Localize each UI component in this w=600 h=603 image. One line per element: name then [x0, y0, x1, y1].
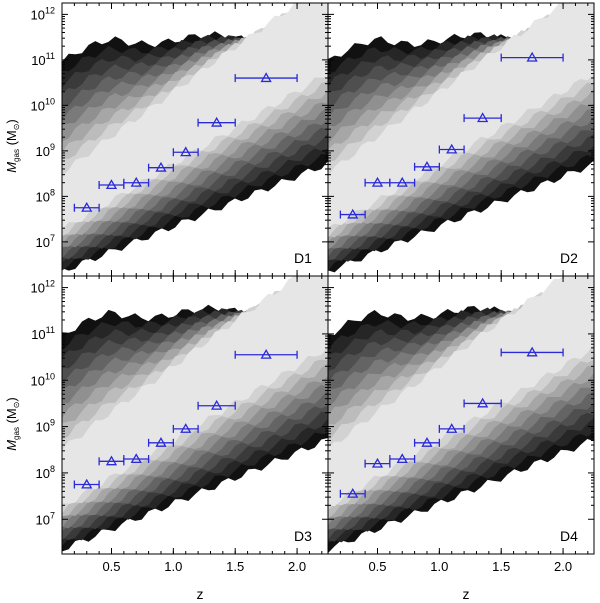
data-point	[123, 176, 150, 187]
data-point	[147, 436, 174, 447]
triangle-marker	[105, 179, 118, 190]
triangle-marker	[81, 478, 93, 489]
triangle-marker	[347, 208, 359, 219]
x-tick-label: 1.5	[226, 559, 244, 574]
triangle-marker	[421, 160, 433, 171]
data-point	[197, 399, 236, 410]
panel-label: D3	[294, 528, 312, 544]
panel-d1	[62, 3, 328, 276]
panel-label: D4	[560, 528, 578, 544]
data-point	[98, 455, 125, 466]
panel-d4	[328, 276, 594, 554]
data-point	[147, 161, 174, 172]
contour-level-11	[62, 276, 328, 504]
triangle-marker	[396, 176, 408, 187]
triangle-marker	[130, 176, 142, 187]
triangle-marker	[130, 453, 142, 464]
panel-d2	[328, 3, 594, 276]
data-point	[438, 423, 465, 433]
y-tick-label: 1011	[31, 51, 55, 68]
triangle-marker	[155, 161, 167, 172]
data-point	[500, 51, 564, 62]
triangle-marker	[477, 397, 489, 408]
triangle-marker	[260, 348, 272, 359]
y-tick-label: 1012	[31, 279, 55, 296]
triangle-marker	[105, 455, 118, 466]
triangle-marker	[180, 423, 192, 433]
data-point	[389, 176, 416, 187]
y-axis-label-top: Mgas (M⊙)	[4, 119, 21, 173]
data-point	[463, 112, 502, 123]
y-tick-label: 109	[36, 142, 55, 159]
x-tick-label: 1.5	[492, 559, 510, 574]
data-point	[234, 348, 298, 359]
triangle-marker	[477, 112, 489, 123]
triangle-marker	[211, 116, 223, 127]
x-axis-label-right: z	[463, 586, 470, 602]
y-tick-label: 107	[36, 510, 55, 527]
x-tick-label: 2.0	[288, 559, 306, 574]
data-point	[413, 160, 440, 171]
triangle-marker	[446, 423, 458, 433]
triangle-marker	[260, 72, 272, 83]
x-tick-label: 2.0	[554, 559, 572, 574]
data-point	[413, 436, 440, 447]
triangle-marker	[81, 201, 93, 212]
data-point	[73, 478, 100, 489]
data-point	[197, 116, 236, 127]
contour-level-11	[62, 3, 328, 231]
triangle-marker	[526, 51, 538, 62]
x-tick-label: 0.5	[102, 559, 120, 574]
x-tick-label: 1.0	[430, 559, 448, 574]
y-tick-label: 107	[36, 233, 55, 250]
triangle-marker	[180, 146, 192, 157]
data-point	[234, 72, 298, 83]
data-point	[172, 423, 199, 433]
triangle-marker	[371, 176, 384, 187]
y-axis-label-bottom: Mgas (M⊙)	[4, 397, 21, 451]
y-tick-label: 108	[36, 464, 55, 481]
triangle-marker	[446, 143, 458, 154]
data-point	[123, 453, 150, 464]
contour-level-11	[328, 3, 594, 228]
x-tick-label: 1.0	[164, 559, 182, 574]
y-tick-label: 1011	[31, 325, 55, 342]
data-point	[73, 201, 100, 212]
panel-label: D2	[560, 250, 578, 266]
triangle-marker	[396, 453, 408, 464]
panel-frame	[327, 275, 595, 555]
data-point	[339, 487, 366, 498]
data-point	[339, 208, 366, 219]
triangle-marker	[421, 436, 433, 447]
y-tick-label: 1010	[31, 96, 55, 113]
y-tick-label: 1010	[31, 371, 55, 388]
data-point	[389, 453, 416, 464]
y-tick-label: 108	[36, 187, 55, 204]
data-point	[438, 143, 465, 154]
y-tick-label: 1012	[31, 5, 55, 22]
axes-layer: 107 108 109 1010 1011 1012 D1 D2 0.5 1.0 1.5 2.0 107…	[31, 2, 595, 574]
triangle-marker	[155, 436, 167, 447]
triangle-marker	[347, 487, 359, 498]
x-axis-label-left: z	[197, 586, 204, 602]
panel-d3	[62, 276, 328, 554]
triangle-marker	[371, 457, 384, 468]
panel-label: D1	[294, 250, 312, 266]
data-point	[172, 146, 199, 157]
contour-level-11	[328, 276, 594, 507]
triangle-marker	[211, 399, 223, 410]
x-tick-label: 0.5	[368, 559, 386, 574]
data-point	[500, 346, 564, 357]
triangle-marker	[526, 346, 538, 357]
data-point	[463, 397, 502, 408]
y-tick-label: 109	[36, 418, 55, 435]
panels-layer	[62, 3, 594, 554]
